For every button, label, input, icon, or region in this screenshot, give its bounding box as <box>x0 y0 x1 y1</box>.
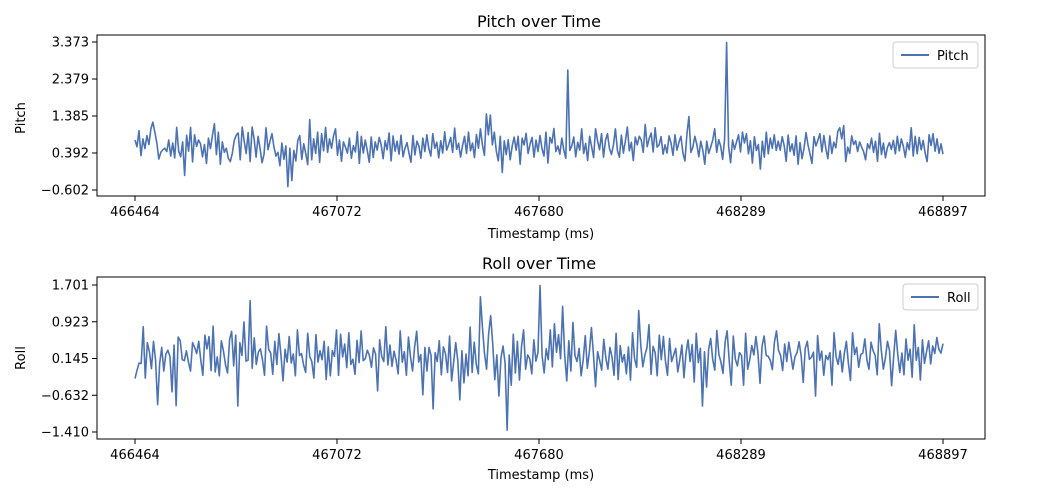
pitch-x-tick-label: 467680 <box>514 205 564 220</box>
pitch-x-tick-label: 466464 <box>110 205 160 220</box>
pitch-legend: Pitch <box>892 41 979 69</box>
roll-x-tick-label: 467072 <box>312 448 362 463</box>
pitch-x-tick-label: 468289 <box>716 205 766 220</box>
pitch-series-line <box>134 41 944 188</box>
roll-y-tick-label: 0.923 <box>52 315 89 330</box>
pitch-panel: Pitch over Time −0.602 0.392 1.385 2.379 3.3… <box>14 12 986 242</box>
roll-y-tick-label: 1.701 <box>52 279 89 294</box>
roll-panel: Roll over Time −1.410 −0.632 0.145 0.923 1.7… <box>14 254 986 483</box>
roll-series-line <box>134 284 944 431</box>
pitch-y-tick-label: −0.602 <box>41 184 89 199</box>
pitch-x-tick-label: 468897 <box>918 205 968 220</box>
pitch-chart-title: Pitch over Time <box>477 12 601 31</box>
pitch-legend-label: Pitch <box>937 49 969 64</box>
pitch-y-axis-label: Pitch <box>14 102 29 134</box>
pitch-x-axis: 466464 467072 467680 468289 468897 <box>110 196 968 220</box>
pitch-y-axis: −0.602 0.392 1.385 2.379 3.373 <box>41 36 97 199</box>
roll-y-axis-label: Roll <box>14 346 29 370</box>
roll-x-tick-label: 468897 <box>918 448 968 463</box>
pitch-y-tick-label: 1.385 <box>52 110 89 125</box>
roll-x-tick-label: 466464 <box>110 448 160 463</box>
roll-x-tick-label: 468289 <box>716 448 766 463</box>
roll-y-tick-label: −1.410 <box>41 426 89 441</box>
pitch-x-tick-label: 467072 <box>312 205 362 220</box>
pitch-y-tick-label: 2.379 <box>52 73 89 88</box>
roll-y-tick-label: 0.145 <box>52 352 89 367</box>
roll-y-tick-label: −0.632 <box>41 389 89 404</box>
pitch-legend-box <box>892 41 979 69</box>
roll-x-tick-label: 467680 <box>514 448 564 463</box>
roll-legend: Roll <box>902 283 979 311</box>
roll-y-axis: −1.410 −0.632 0.145 0.923 1.701 <box>41 279 97 441</box>
roll-x-axis-label: Timestamp (ms) <box>487 468 594 483</box>
pitch-y-tick-label: 0.392 <box>52 147 89 162</box>
pitch-y-tick-label: 3.373 <box>52 36 89 51</box>
roll-legend-box <box>902 283 979 311</box>
pitch-x-axis-label: Timestamp (ms) <box>487 227 594 242</box>
roll-legend-label: Roll <box>947 291 971 306</box>
roll-chart-title: Roll over Time <box>482 254 596 273</box>
roll-x-axis: 466464 467072 467680 468289 468897 <box>110 439 968 463</box>
